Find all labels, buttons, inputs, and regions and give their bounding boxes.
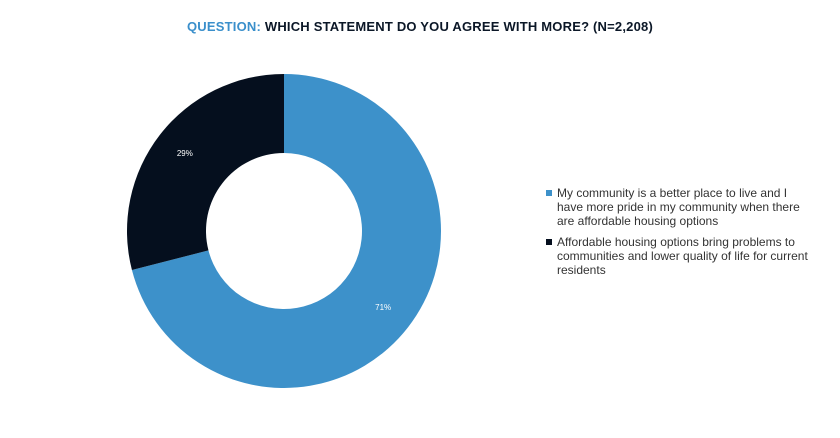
- legend-swatch-problems: [546, 239, 552, 245]
- title-text: WHICH STATEMENT DO YOU AGREE WITH MORE? …: [264, 19, 653, 34]
- chart-legend: My community is a better place to live a…: [546, 186, 816, 284]
- title-prefix: QUESTION:: [187, 19, 262, 34]
- slice-problems-label: 29%: [177, 149, 193, 158]
- chart-title: QUESTION: WHICH STATEMENT DO YOU AGREE W…: [0, 19, 840, 34]
- legend-label-problems: Affordable housing options bring problem…: [557, 235, 808, 277]
- legend-swatch-agree-pride: [546, 190, 552, 196]
- slice-agree-pride-label: 71%: [375, 303, 391, 312]
- slice-problems: [127, 74, 284, 271]
- legend-item-problems: Affordable housing options bring problem…: [546, 235, 816, 277]
- legend-item-agree-pride: My community is a better place to live a…: [546, 186, 816, 228]
- slice-agree-pride: [131, 74, 442, 388]
- legend-label-agree-pride: My community is a better place to live a…: [557, 186, 800, 228]
